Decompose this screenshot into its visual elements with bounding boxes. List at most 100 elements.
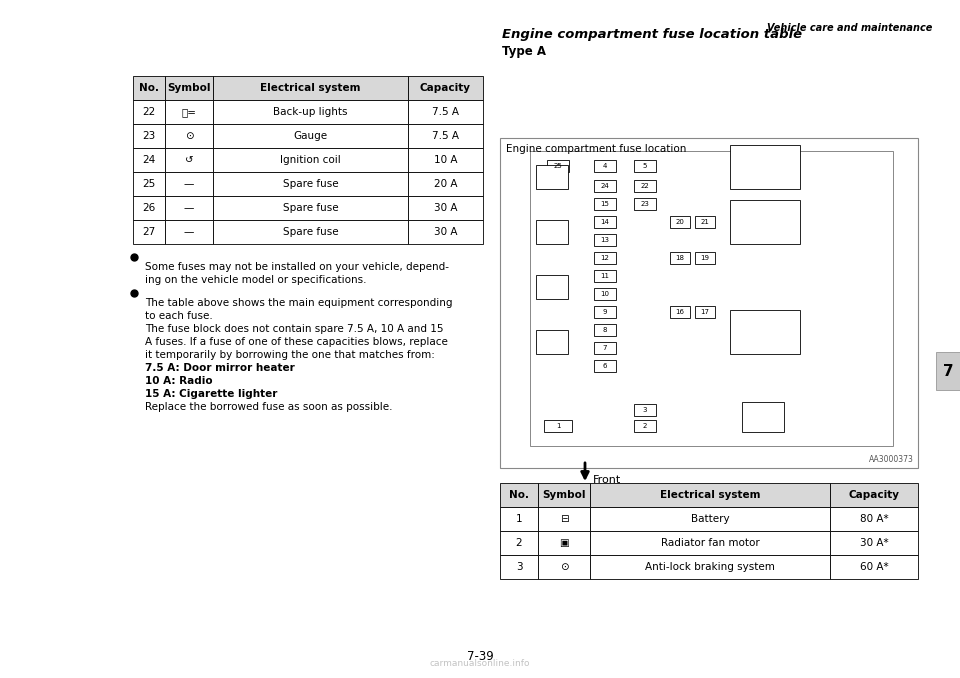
Text: 24: 24 <box>142 155 156 165</box>
Text: ⊙: ⊙ <box>560 562 568 572</box>
Bar <box>670 252 690 264</box>
Bar <box>536 275 568 299</box>
Text: carmanualsonline.info: carmanualsonline.info <box>430 659 530 668</box>
Text: ⓑ=: ⓑ= <box>181 107 197 117</box>
Bar <box>594 252 616 264</box>
Bar <box>536 165 568 189</box>
Bar <box>213 172 408 196</box>
Text: Electrical system: Electrical system <box>260 83 361 93</box>
Bar <box>213 124 408 148</box>
Text: 11: 11 <box>601 273 610 279</box>
Text: 15: 15 <box>601 201 610 207</box>
Bar <box>165 172 213 196</box>
Text: 26: 26 <box>142 203 156 213</box>
Text: The table above shows the main equipment corresponding: The table above shows the main equipment… <box>145 298 452 308</box>
Bar <box>408 148 483 172</box>
Bar <box>670 216 690 228</box>
Text: 80 A*: 80 A* <box>860 514 888 524</box>
Bar <box>594 198 616 210</box>
Text: 20: 20 <box>676 219 684 225</box>
Text: 7.5 A: 7.5 A <box>432 131 459 141</box>
Bar <box>500 483 538 507</box>
Text: 60 A*: 60 A* <box>860 562 888 572</box>
Text: Battery: Battery <box>690 514 730 524</box>
Bar <box>165 148 213 172</box>
Text: Symbol: Symbol <box>542 490 586 500</box>
Text: 21: 21 <box>701 219 709 225</box>
Text: 13: 13 <box>601 237 610 243</box>
Text: No.: No. <box>509 490 529 500</box>
Text: 10: 10 <box>601 291 610 297</box>
Bar <box>133 100 165 124</box>
Text: —: — <box>183 227 194 237</box>
Text: —: — <box>183 203 194 213</box>
Text: 5: 5 <box>643 163 647 169</box>
Text: 7-39: 7-39 <box>467 650 493 662</box>
Bar <box>500 507 538 531</box>
Text: Anti-lock braking system: Anti-lock braking system <box>645 562 775 572</box>
Bar <box>538 555 590 579</box>
Bar <box>670 306 690 318</box>
Bar <box>594 342 616 354</box>
Bar <box>594 160 616 172</box>
Text: 2: 2 <box>516 538 522 548</box>
Bar <box>165 124 213 148</box>
Text: Engine compartment fuse location table: Engine compartment fuse location table <box>502 28 803 41</box>
Text: 22: 22 <box>640 183 649 189</box>
Text: 7: 7 <box>603 345 608 351</box>
Text: A fuses. If a fuse of one of these capacities blows, replace: A fuses. If a fuse of one of these capac… <box>145 337 448 347</box>
Bar <box>742 402 784 432</box>
Bar <box>408 124 483 148</box>
Bar <box>590 555 830 579</box>
Text: to each fuse.: to each fuse. <box>145 311 213 321</box>
Bar <box>213 148 408 172</box>
Text: 27: 27 <box>142 227 156 237</box>
Text: 1: 1 <box>516 514 522 524</box>
Text: The fuse block does not contain spare 7.5 A, 10 A and 15: The fuse block does not contain spare 7.… <box>145 324 444 334</box>
Text: 15 A: Cigarette lighter: 15 A: Cigarette lighter <box>145 389 277 399</box>
Text: 25: 25 <box>554 163 563 169</box>
Bar <box>590 483 830 507</box>
Text: 7.5 A: Door mirror heater: 7.5 A: Door mirror heater <box>145 363 295 373</box>
Text: 20 A: 20 A <box>434 179 457 189</box>
Bar <box>590 507 830 531</box>
Text: 25: 25 <box>142 179 156 189</box>
Bar <box>133 196 165 220</box>
Bar <box>165 196 213 220</box>
Bar <box>133 76 165 100</box>
Bar <box>594 360 616 372</box>
Text: Back-up lights: Back-up lights <box>274 107 348 117</box>
Bar <box>547 160 569 172</box>
Text: 23: 23 <box>142 131 156 141</box>
Bar <box>133 220 165 244</box>
Text: Some fuses may not be installed on your vehicle, depend-: Some fuses may not be installed on your … <box>145 262 449 272</box>
Bar <box>133 172 165 196</box>
Text: AA3000373: AA3000373 <box>869 455 914 464</box>
Bar <box>165 220 213 244</box>
Bar <box>530 151 893 446</box>
Bar <box>634 198 656 210</box>
Bar <box>538 531 590 555</box>
Text: Replace the borrowed fuse as soon as possible.: Replace the borrowed fuse as soon as pos… <box>145 402 393 412</box>
Text: 16: 16 <box>676 309 684 315</box>
Bar <box>594 306 616 318</box>
Bar <box>695 252 715 264</box>
Bar <box>133 148 165 172</box>
Text: Ignition coil: Ignition coil <box>280 155 341 165</box>
Bar <box>536 330 568 354</box>
Text: Symbol: Symbol <box>167 83 211 93</box>
Bar <box>536 220 568 244</box>
Bar <box>634 420 656 432</box>
Bar <box>408 172 483 196</box>
Text: ↺: ↺ <box>184 155 193 165</box>
Text: Capacity: Capacity <box>849 490 900 500</box>
Bar <box>408 220 483 244</box>
Text: 10 A: 10 A <box>434 155 457 165</box>
Bar <box>830 507 918 531</box>
Bar <box>730 310 800 354</box>
Bar <box>594 234 616 246</box>
Text: 3: 3 <box>643 407 647 413</box>
Text: Electrical system: Electrical system <box>660 490 760 500</box>
Text: 2: 2 <box>643 423 647 429</box>
Text: ▣: ▣ <box>559 538 569 548</box>
